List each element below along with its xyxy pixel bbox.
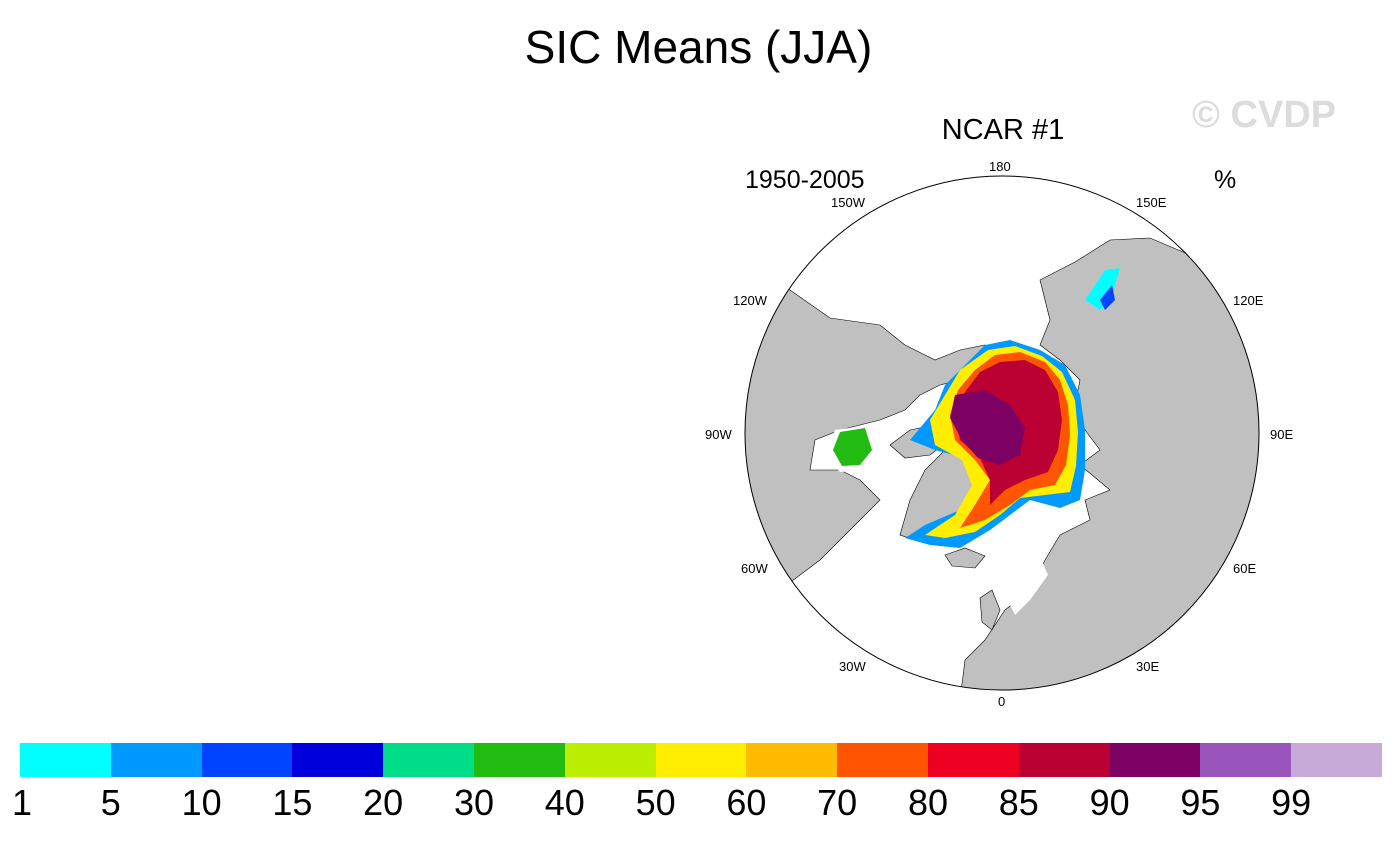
lon-label-30w: 30W	[839, 659, 866, 674]
colorbar-tick-label: 10	[181, 782, 222, 823]
lon-label-150e: 150E	[1136, 195, 1167, 210]
colorbar-tick-label: 40	[544, 782, 585, 823]
colorbar-swatch	[110, 743, 202, 777]
lon-label-150w: 150W	[831, 195, 865, 210]
colorbar-swatch	[837, 743, 928, 777]
colorbar-swatch	[564, 743, 656, 777]
colorbar-swatch	[201, 743, 293, 777]
colorbar-tick-label: 50	[635, 782, 676, 823]
colorbar-tick-label: 15	[272, 782, 313, 823]
ice-okhotsk	[1085, 268, 1120, 310]
colorbar-swatch	[927, 743, 1019, 777]
land-north-america	[745, 279, 986, 601]
period-label: 1950-2005	[745, 166, 865, 194]
lon-label-120e: 120E	[1233, 293, 1264, 308]
colorbar-swatch	[473, 743, 565, 777]
colorbar-swatch	[1018, 743, 1110, 777]
colorbar-tick-label: 30	[453, 782, 495, 823]
land-iceland	[944, 547, 986, 569]
figure-title: SIC Means (JJA)	[524, 21, 873, 73]
colorbar-tick-label: 99	[1271, 782, 1312, 823]
ice-zone-purple	[950, 390, 1025, 465]
colorbar-tick-label: 1	[11, 782, 33, 823]
colorbar-tick-label: 85	[998, 782, 1039, 823]
colorbar-swatch	[655, 743, 747, 777]
colorbar-tick-label: 60	[726, 782, 767, 823]
colorbar-swatch	[746, 743, 838, 777]
land-britain	[979, 589, 1001, 631]
lon-label-120w: 120W	[733, 293, 767, 308]
cvdp-watermark: © CVDP	[1192, 94, 1337, 136]
colorbar	[20, 743, 1382, 777]
lon-label-180: 180	[989, 159, 1011, 174]
lon-label-60e: 60E	[1233, 561, 1257, 576]
colorbar-swatch	[1109, 743, 1201, 777]
map-content	[745, 237, 1259, 690]
colorbar-swatch	[383, 743, 474, 777]
map-border	[744, 175, 1260, 691]
lon-label-60w: 60W	[741, 561, 768, 576]
panel-title: NCAR #1	[941, 114, 1065, 146]
colorbar-swatch	[1200, 743, 1292, 777]
lon-label-90e: 90E	[1270, 427, 1294, 442]
baltic-sea	[1005, 545, 1048, 615]
units-label: %	[1214, 166, 1237, 194]
colorbar-tick-label: 80	[907, 782, 949, 823]
colorbar-tick-label: 20	[363, 782, 404, 823]
colorbar-swatch	[1291, 743, 1382, 777]
colorbar-tick-label: 95	[1180, 782, 1221, 823]
ice-okhotsk-core	[1100, 285, 1115, 310]
lon-label-0: 0	[998, 694, 1006, 709]
colorbar-swatch	[292, 743, 384, 777]
colorbar-tick-label: 70	[817, 782, 858, 823]
colorbar-tick-label: 90	[1089, 782, 1130, 823]
colorbar-swatch	[20, 743, 111, 777]
sea-ice	[833, 268, 1120, 548]
ice-hudson	[833, 428, 872, 466]
lon-label-30e: 30E	[1136, 659, 1160, 674]
colorbar-tick-label: 5	[100, 782, 121, 823]
lon-label-90w: 90W	[705, 427, 732, 442]
